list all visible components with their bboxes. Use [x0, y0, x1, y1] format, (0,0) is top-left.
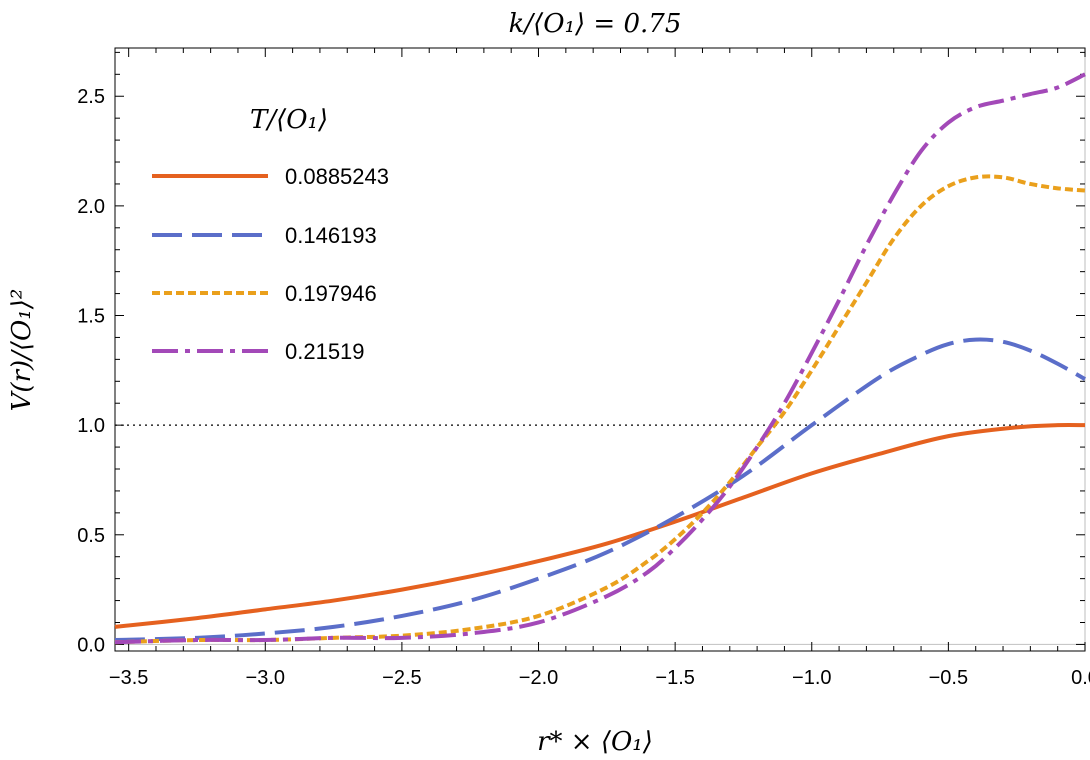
- series-line-1: [114, 337, 1086, 643]
- y-axis-label: V(r)/⟨O₁⟩²: [7, 289, 37, 412]
- legend: T/⟨O₁⟩ 0.0885243 0.146193 0.197946 0.215…: [152, 105, 389, 364]
- y-tick-label: 0.0: [77, 634, 105, 656]
- y-tick-label: 0.5: [77, 525, 105, 547]
- series-line-0: [114, 422, 1086, 629]
- y-tick-label: 2.0: [77, 196, 105, 218]
- plot-area: −3.5 −3.0 −2.5 −2.0 −1.5 −1.0 −0.5 0.0 0.0 0.5 1.0…: [77, 47, 1090, 689]
- legend-label-3: 0.21519: [285, 339, 365, 364]
- y-tick-label: 2.5: [77, 86, 105, 108]
- x-tick-label: 0.0: [1071, 667, 1090, 689]
- legend-title: T/⟨O₁⟩: [250, 105, 328, 135]
- y-tick-label: 1.0: [77, 415, 105, 437]
- x-tick-label: −3.0: [246, 667, 285, 689]
- x-tick-label: −1.0: [792, 667, 831, 689]
- legend-label-0: 0.0885243: [285, 164, 389, 189]
- legend-label-2: 0.197946: [285, 281, 377, 306]
- chart-title: k/⟨O₁⟩ = 0.75: [509, 9, 682, 39]
- x-tick-label: −2.5: [382, 667, 421, 689]
- legend-label-1: 0.146193: [285, 223, 377, 248]
- x-axis-label: r* × ⟨O₁⟩: [537, 727, 653, 757]
- x-tick-label: −3.5: [109, 667, 148, 689]
- y-tick-label: 1.5: [77, 306, 105, 328]
- series-line-3: [114, 72, 1086, 645]
- x-tick-label: −2.0: [519, 667, 558, 689]
- x-tick-label: −1.5: [655, 667, 694, 689]
- x-tick-label: −0.5: [929, 667, 968, 689]
- series-line-2: [114, 174, 1086, 645]
